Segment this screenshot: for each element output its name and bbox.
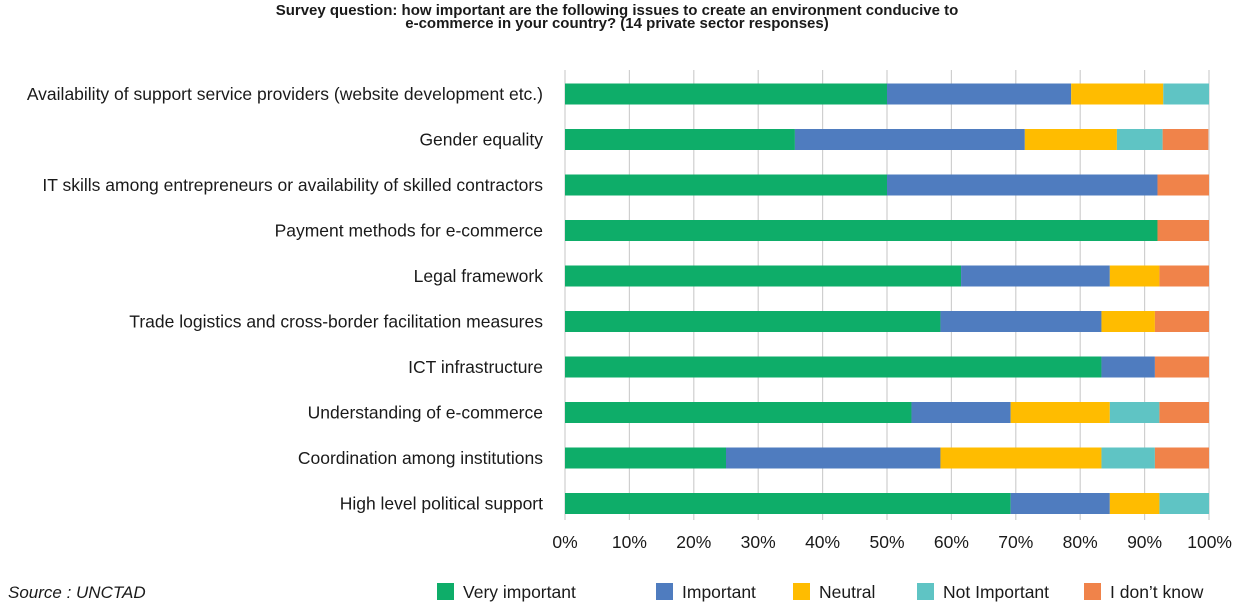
bar-segment: [1157, 174, 1209, 196]
bar-segment: [961, 265, 1110, 287]
bar-segment: [1071, 83, 1164, 105]
bar-segment: [565, 265, 962, 287]
bar-segment: [1109, 402, 1160, 423]
legend-swatch: [437, 583, 454, 600]
legend-label: Very important: [463, 582, 576, 602]
x-tick-label: 90%: [1127, 532, 1162, 552]
bar-segment: [726, 447, 941, 469]
bar-segment: [887, 174, 1158, 196]
bar-segment: [1154, 447, 1209, 469]
legend-swatch: [656, 583, 673, 600]
x-tick-label: 0%: [552, 532, 577, 552]
bar-segment: [1116, 129, 1163, 150]
bar-segment: [940, 447, 1102, 469]
bar-segment: [1010, 493, 1110, 514]
category-label: Gender equality: [419, 130, 543, 150]
bar-segment: [1101, 311, 1155, 332]
x-tick-label: 40%: [805, 532, 840, 552]
category-label: ICT infrastructure: [408, 357, 543, 377]
legend: Very important Important Neutral Not Import…: [437, 582, 1204, 602]
x-tick-label: 10%: [612, 532, 647, 552]
bar-segment: [1154, 311, 1209, 332]
bar-segment: [565, 402, 912, 423]
x-axis-ticks: 0% 10% 20% 30% 40% 50% 60% 70% 80% 90% 100%: [552, 532, 1232, 552]
bar-segment: [1109, 265, 1160, 287]
category-label: Legal framework: [414, 266, 544, 286]
legend-label: Neutral: [819, 582, 875, 602]
bar-segment: [1109, 493, 1160, 514]
legend-label: Not Important: [943, 582, 1049, 602]
source-note: Source : UNCTAD: [8, 583, 146, 602]
bar-segment: [565, 493, 1011, 514]
legend-item: Important: [656, 582, 756, 602]
category-label: Payment methods for e-commerce: [275, 221, 543, 241]
bar-segment: [1159, 402, 1209, 423]
bar-segment: [794, 129, 1025, 150]
bar-segment: [1163, 83, 1209, 105]
category-label: Understanding of e-commerce: [308, 403, 543, 423]
bar-segment: [1010, 402, 1110, 423]
bars: [565, 83, 1209, 514]
legend-label: I don’t know: [1110, 582, 1204, 602]
legend-swatch: [1084, 583, 1101, 600]
category-label: Availability of support service provider…: [27, 84, 543, 104]
category-labels: Availability of support service provider…: [27, 84, 543, 514]
bar-segment: [565, 83, 887, 105]
bar-segment: [911, 402, 1011, 423]
bar-segment: [1159, 493, 1209, 514]
chart-title-line-1: Survey question: how important are the f…: [275, 2, 959, 19]
legend-item: Not Important: [917, 582, 1049, 602]
legend-label: Important: [682, 582, 756, 602]
category-label: Trade logistics and cross-border facilit…: [129, 312, 543, 332]
bar-segment: [1157, 220, 1209, 241]
chart-title-line-2: e-commerce in your country? (14 private …: [405, 15, 829, 32]
category-label: IT skills among entrepreneurs or availab…: [42, 175, 543, 195]
x-tick-label: 60%: [934, 532, 969, 552]
legend-item: Very important: [437, 582, 576, 602]
x-tick-label: 20%: [676, 532, 711, 552]
x-tick-label: 50%: [869, 532, 904, 552]
legend-swatch: [793, 583, 810, 600]
x-tick-label: 100%: [1187, 532, 1232, 552]
bar-segment: [1024, 129, 1117, 150]
bar-segment: [565, 129, 795, 150]
bar-segment: [565, 311, 941, 332]
x-tick-label: 70%: [998, 532, 1033, 552]
bar-segment: [1162, 129, 1209, 150]
bar-segment: [565, 174, 887, 196]
bar-segment: [1154, 356, 1209, 378]
category-label: High level political support: [340, 494, 543, 514]
bar-segment: [565, 220, 1158, 241]
bar-segment: [565, 447, 726, 469]
bar-segment: [565, 356, 1102, 378]
legend-item: I don’t know: [1084, 582, 1204, 602]
legend-swatch: [917, 583, 934, 600]
bar-segment: [1159, 265, 1209, 287]
x-tick-label: 30%: [741, 532, 776, 552]
legend-item: Neutral: [793, 582, 875, 602]
bar-segment: [1101, 356, 1155, 378]
bar-segment: [887, 83, 1072, 105]
x-tick-label: 80%: [1063, 532, 1098, 552]
chart-title: Survey question: how important are the f…: [0, 2, 1234, 32]
bar-segment: [940, 311, 1102, 332]
category-label: Coordination among institutions: [298, 448, 543, 468]
bar-segment: [1101, 447, 1155, 469]
